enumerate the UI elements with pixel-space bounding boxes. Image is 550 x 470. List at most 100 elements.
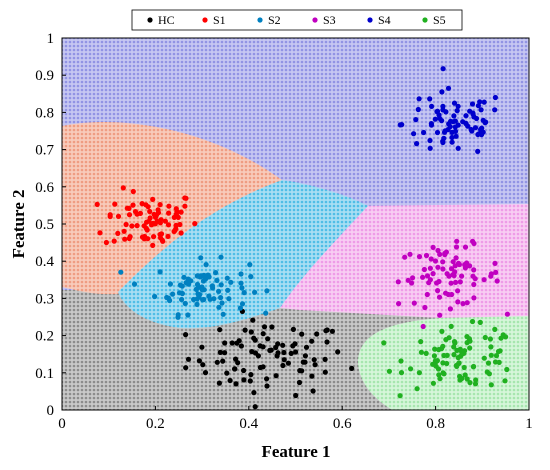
point-s5 bbox=[472, 381, 479, 387]
y-tick-label: 0.5 bbox=[35, 217, 54, 233]
point-s2 bbox=[214, 277, 220, 283]
point-s3 bbox=[420, 274, 426, 280]
point-s1 bbox=[115, 230, 121, 236]
point-s4 bbox=[411, 131, 417, 137]
point-s4 bbox=[460, 119, 466, 125]
point-hc bbox=[264, 383, 270, 389]
point-s1 bbox=[126, 212, 133, 218]
point-s4 bbox=[427, 137, 433, 144]
point-s5 bbox=[464, 376, 470, 382]
point-s5 bbox=[444, 360, 450, 367]
point-s4 bbox=[416, 96, 422, 102]
point-s3 bbox=[448, 266, 455, 272]
point-s5 bbox=[430, 361, 436, 367]
point-s4 bbox=[477, 99, 483, 105]
point-s5 bbox=[437, 376, 443, 382]
point-s2 bbox=[194, 296, 200, 302]
point-s2 bbox=[185, 276, 191, 282]
point-s4 bbox=[415, 106, 421, 113]
point-s3 bbox=[470, 273, 476, 279]
point-s2 bbox=[179, 296, 185, 303]
point-s5 bbox=[496, 359, 502, 365]
point-s4 bbox=[481, 99, 487, 105]
point-s5 bbox=[486, 371, 492, 377]
point-s4 bbox=[421, 129, 427, 136]
point-s3 bbox=[416, 254, 423, 260]
point-s4 bbox=[449, 134, 455, 141]
point-s4 bbox=[445, 85, 452, 91]
legend-label: S5 bbox=[433, 13, 446, 27]
point-hc bbox=[293, 349, 299, 355]
point-s5 bbox=[462, 348, 468, 354]
point-s5 bbox=[492, 326, 498, 332]
point-hc bbox=[303, 344, 310, 350]
legend-marker bbox=[312, 17, 318, 23]
point-s5 bbox=[457, 373, 463, 379]
point-s4 bbox=[448, 118, 454, 124]
point-s2 bbox=[237, 305, 243, 311]
point-s5 bbox=[488, 344, 494, 350]
point-s1 bbox=[143, 202, 149, 208]
point-s1 bbox=[158, 217, 164, 223]
series-hc bbox=[183, 308, 355, 410]
point-s2 bbox=[200, 297, 206, 303]
point-hc bbox=[185, 356, 192, 362]
point-hc bbox=[250, 317, 256, 323]
point-s3 bbox=[449, 291, 455, 298]
axis-ticks bbox=[61, 37, 530, 411]
y-tick-label: 0 bbox=[47, 403, 55, 419]
point-s2 bbox=[175, 314, 181, 320]
point-hc bbox=[322, 356, 328, 362]
point-s3 bbox=[452, 263, 458, 269]
point-s1 bbox=[126, 235, 132, 242]
point-s3 bbox=[395, 279, 401, 285]
legend: HC S1 S2 S3 S4 S5 bbox=[131, 9, 463, 31]
point-s1 bbox=[178, 209, 184, 215]
legend-marker bbox=[147, 17, 153, 23]
legend-label: S1 bbox=[213, 13, 226, 27]
point-s5 bbox=[397, 393, 403, 399]
point-s4 bbox=[473, 115, 480, 122]
point-s5 bbox=[464, 340, 470, 346]
point-s3 bbox=[423, 252, 430, 259]
point-s4 bbox=[428, 121, 434, 127]
point-hc bbox=[280, 362, 286, 369]
legend-marker bbox=[367, 17, 373, 23]
point-s3 bbox=[405, 277, 411, 283]
point-hc bbox=[297, 368, 303, 374]
point-s3 bbox=[462, 244, 469, 250]
point-s1 bbox=[94, 201, 100, 207]
point-s4 bbox=[451, 113, 457, 119]
point-s2 bbox=[170, 291, 176, 297]
y-tick-label: 0.8 bbox=[35, 105, 54, 121]
point-hc bbox=[229, 340, 235, 346]
point-s2 bbox=[239, 301, 246, 307]
point-s3 bbox=[492, 260, 498, 266]
point-s4 bbox=[440, 139, 446, 146]
point-s2 bbox=[199, 284, 205, 290]
point-s2 bbox=[247, 262, 253, 268]
point-hc bbox=[232, 366, 238, 372]
point-s4 bbox=[463, 113, 469, 119]
point-s1 bbox=[178, 230, 184, 236]
point-s5 bbox=[431, 353, 437, 359]
point-hc bbox=[260, 331, 266, 337]
point-hc bbox=[290, 326, 296, 332]
point-s3 bbox=[435, 247, 441, 254]
point-s3 bbox=[460, 301, 466, 307]
point-s4 bbox=[454, 108, 460, 114]
point-hc bbox=[247, 378, 253, 384]
point-s5 bbox=[467, 345, 473, 351]
point-s4 bbox=[452, 118, 458, 124]
point-s2 bbox=[216, 288, 222, 294]
point-s3 bbox=[428, 256, 434, 262]
point-s2 bbox=[152, 293, 158, 300]
point-s5 bbox=[453, 362, 459, 369]
point-s3 bbox=[457, 279, 463, 285]
point-s1 bbox=[107, 212, 113, 218]
point-s5 bbox=[451, 344, 457, 350]
point-hc bbox=[281, 357, 287, 363]
point-s4 bbox=[478, 107, 484, 113]
point-s3 bbox=[494, 278, 500, 284]
point-s3 bbox=[471, 281, 477, 288]
